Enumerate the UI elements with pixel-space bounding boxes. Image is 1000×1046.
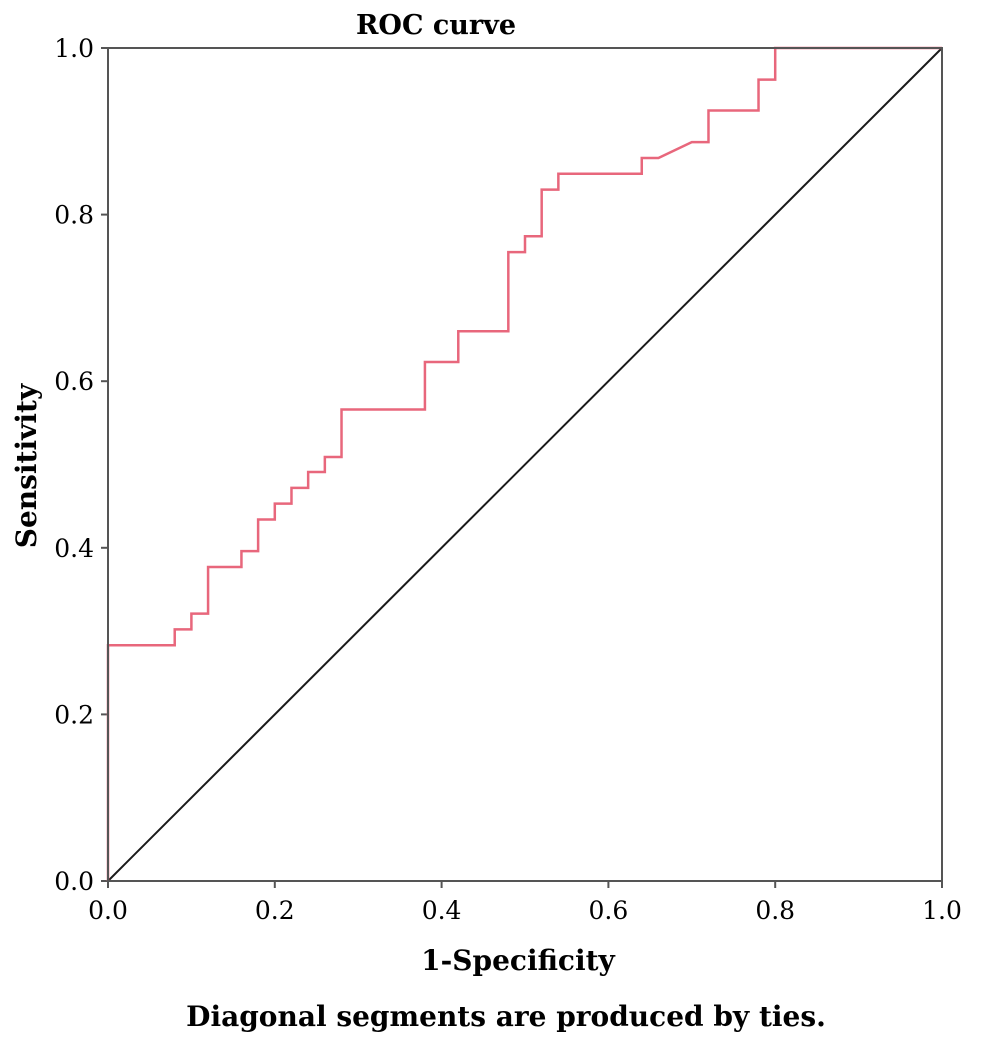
x-tick-label: 0.8 [755,896,795,925]
y-tick-label: 1.0 [54,34,94,63]
x-tick-label: 0.6 [589,896,629,925]
reference-line [107,47,943,882]
line-layer [106,46,943,882]
x-tick-label: 0.4 [422,896,462,925]
y-axis-title: Sensitivity [10,383,43,548]
chart-title: ROC curve [356,10,516,41]
tick-layer: 0.0 0.2 0.4 0.6 0.8 1.0 0.0 0.2 0.4 0.6 0.8 1.0 [54,34,962,925]
y-tick-label: 0.8 [54,201,94,230]
x-tick-label: 1.0 [922,896,962,925]
footnote: Diagonal segments are produced by ties. [186,1000,826,1033]
y-tick-label: 0.6 [54,367,94,396]
x-tick-label: 0.0 [88,896,128,925]
y-tick-label: 0.2 [54,700,94,729]
y-tick-label: 0.4 [54,534,94,563]
x-axis-title: 1-Specificity [421,944,615,977]
plot-frame [107,47,943,882]
y-tick-label: 0.0 [54,867,94,896]
roc-curve [106,46,942,881]
x-tick-label: 0.2 [255,896,295,925]
